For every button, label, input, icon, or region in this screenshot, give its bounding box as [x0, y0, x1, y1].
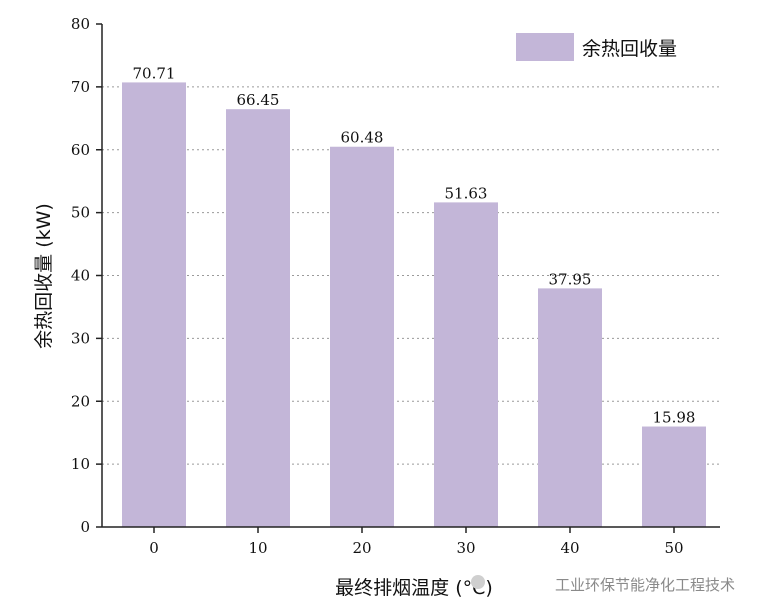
- y-tick-label: 30: [71, 329, 90, 347]
- y-axis-title: 余热回收量 (kW): [33, 203, 55, 349]
- y-ticks: 0 10 20 30 40 50 60 70 80: [71, 15, 102, 536]
- y-tick-label: 60: [71, 141, 90, 159]
- data-labels: 70.71 66.45 60.48 51.63 37.95 15.98: [133, 64, 696, 426]
- data-label-50: 15.98: [653, 409, 696, 427]
- bar-30: [434, 202, 498, 527]
- y-tick-label: 0: [80, 518, 90, 536]
- data-label-20: 60.48: [341, 129, 384, 147]
- x-tick-label: 50: [664, 539, 683, 557]
- data-label-0: 70.71: [133, 64, 176, 82]
- bar-10: [226, 109, 290, 528]
- y-tick-label: 10: [71, 455, 90, 473]
- grid-lines: [102, 86, 720, 465]
- legend-label: 余热回收量: [582, 38, 677, 60]
- y-tick-label: 40: [71, 267, 90, 285]
- bar-50: [642, 426, 706, 527]
- data-label-40: 37.95: [549, 270, 592, 288]
- y-tick-label: 50: [71, 204, 90, 222]
- bar-20: [330, 146, 394, 527]
- x-tick-label: 40: [560, 539, 579, 557]
- data-label-30: 51.63: [445, 184, 488, 202]
- bars: [122, 82, 706, 528]
- x-tick-label: 10: [248, 539, 267, 557]
- x-tick-label: 20: [352, 539, 371, 557]
- watermark-logo-icon: [471, 575, 485, 589]
- watermark: 工业环保节能净化工程技术: [471, 575, 735, 594]
- legend-swatch: [516, 33, 574, 61]
- x-axis-title: 最终排烟温度 (°C): [335, 577, 493, 599]
- x-tick-label: 0: [149, 539, 159, 557]
- x-tick-label: 30: [456, 539, 475, 557]
- watermark-text: 工业环保节能净化工程技术: [555, 576, 735, 594]
- y-tick-label: 70: [71, 78, 90, 96]
- x-ticks: 0 10 20 30 40 50: [149, 527, 684, 557]
- y-tick-label: 20: [71, 392, 90, 410]
- y-tick-label: 80: [71, 15, 90, 33]
- data-label-10: 66.45: [237, 91, 280, 109]
- bar-0: [122, 82, 186, 527]
- legend: 余热回收量: [516, 33, 677, 61]
- bar-40: [538, 288, 602, 527]
